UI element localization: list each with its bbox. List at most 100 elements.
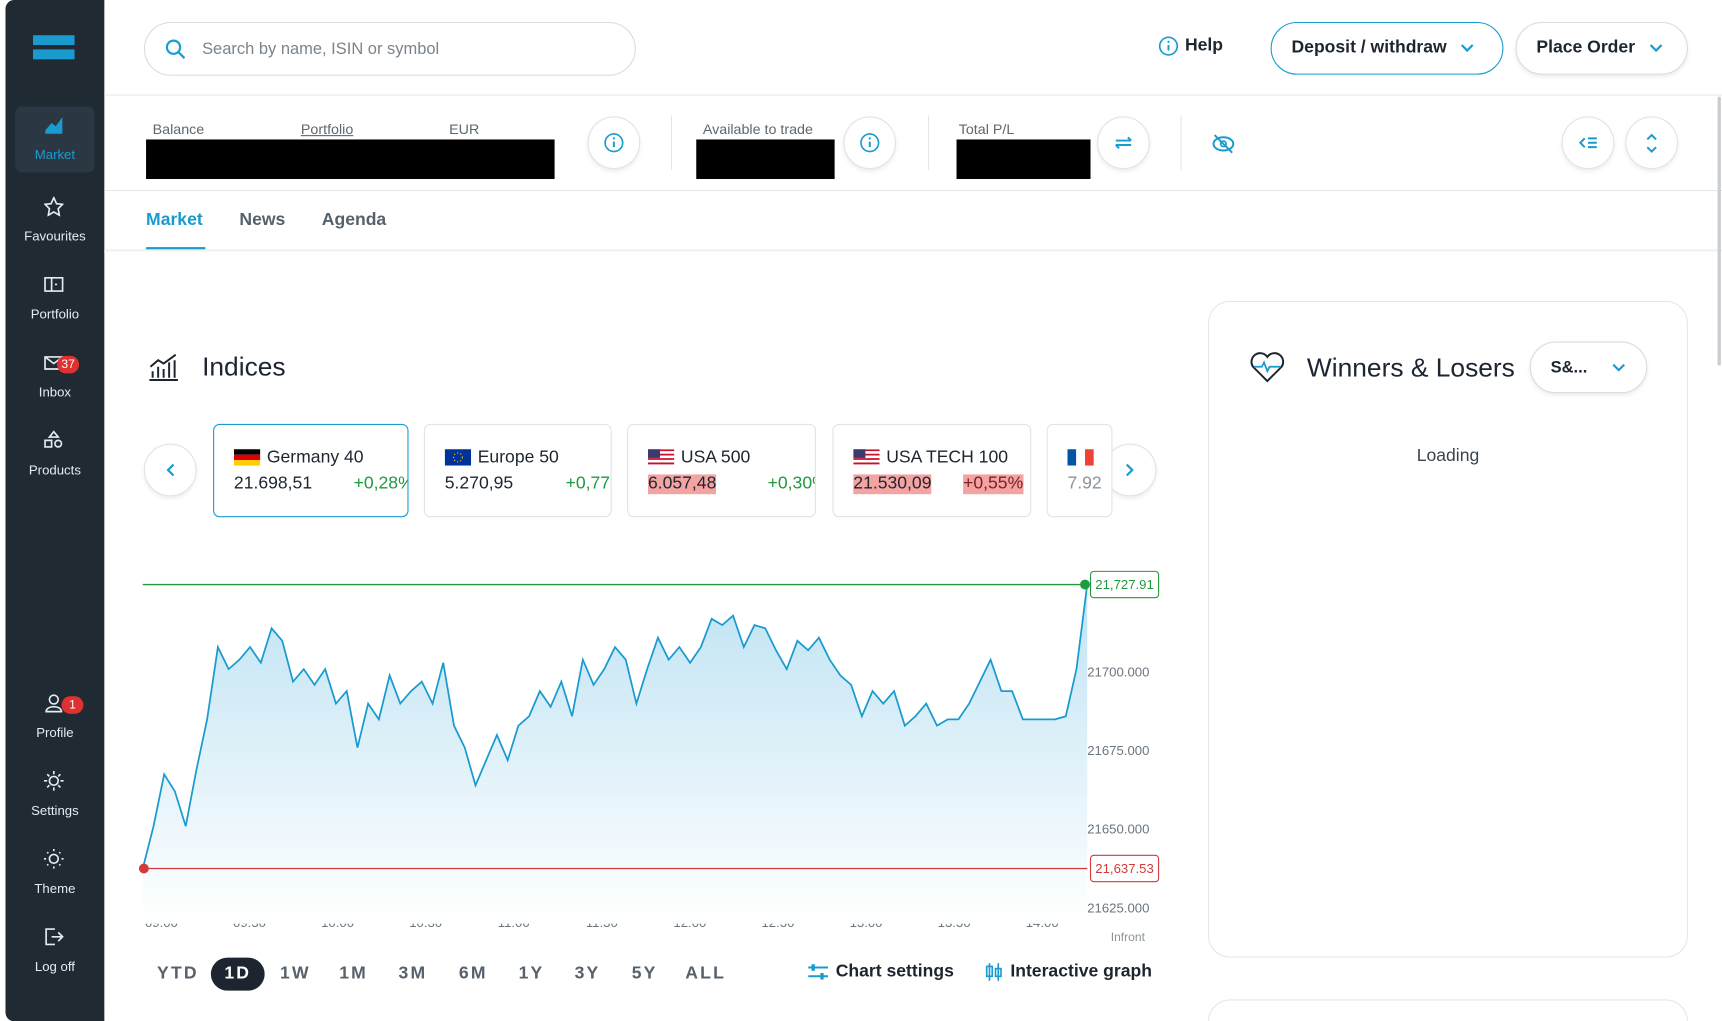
info-icon [604, 133, 624, 153]
flag [853, 449, 880, 471]
nav-icon[interactable] [44, 927, 64, 947]
deposit-text: Deposit / withdraw [1291, 38, 1447, 58]
search-icon [165, 38, 186, 59]
interactive-graph-button[interactable]: Interactive graph [984, 962, 1152, 982]
nav-icon[interactable] [44, 693, 64, 713]
range-option[interactable]: 1D [210, 957, 265, 991]
info-icon [860, 133, 880, 153]
tab-active[interactable]: Market [146, 210, 203, 230]
flag-icon [1067, 449, 1094, 466]
range-option[interactable]: 6M [458, 964, 488, 983]
heart-icon [1250, 352, 1285, 383]
nav-label[interactable]: Inbox [38, 384, 72, 400]
place-order-text: Place Order [1536, 38, 1636, 58]
active-item-bg [15, 106, 95, 173]
list-icon [1578, 137, 1597, 149]
swap-icon [1115, 136, 1132, 149]
list-button[interactable] [1561, 116, 1615, 170]
index-card[interactable]: Europe 50 5.270,95 +0,77% [423, 423, 612, 518]
divider [104, 94, 1722, 96]
index-card[interactable]: Germany 40 21.698,51 +0,28% [213, 423, 409, 518]
y-tick-label: 21625.000 [1087, 900, 1149, 915]
index-card[interactable]: USA TECH 100 21.530,09 +0,55% [832, 423, 1032, 518]
low-label-box [1089, 854, 1160, 883]
info-button[interactable] [843, 116, 897, 170]
high-label-box [1089, 570, 1160, 599]
currency-label: EUR [449, 120, 480, 138]
range-option[interactable]: 1W [280, 964, 311, 983]
chart-settings-text: Chart settings [835, 962, 954, 981]
nav-label[interactable]: Profile [36, 724, 74, 741]
section-title: Indices [202, 352, 286, 383]
interactive-graph-text: Interactive graph [1010, 962, 1152, 981]
nav-icon[interactable] [43, 770, 64, 791]
prev-button[interactable] [143, 443, 197, 497]
nav-badge: 37 [57, 355, 80, 374]
flag-icon [647, 449, 675, 466]
range-option[interactable]: 5Y [631, 964, 658, 983]
range-option[interactable]: 3M [398, 964, 428, 983]
logo[interactable] [32, 35, 75, 64]
icon [45, 694, 63, 713]
nav-label[interactable]: Log off [34, 958, 75, 975]
index-price: 7.92 [1067, 474, 1102, 494]
high-dot [1080, 579, 1090, 590]
deposit-button[interactable]: Deposit / withdraw [1270, 21, 1504, 75]
range-option[interactable]: ALL [685, 964, 727, 983]
redacted-balance [146, 139, 555, 180]
flag-icon [853, 449, 880, 466]
index-change: +0,28% [353, 474, 409, 494]
nav-label[interactable]: Favourites [24, 228, 86, 244]
nav-icon[interactable] [44, 115, 64, 135]
index-card[interactable]: USA 500 6.057,48 +0,30% [627, 423, 816, 518]
portfolio-label[interactable]: Portfolio [300, 120, 354, 138]
source-label: Infront [1111, 930, 1146, 944]
range-option[interactable]: 1Y [518, 964, 545, 983]
nav-icon[interactable] [44, 275, 64, 295]
nav-label[interactable]: Settings [31, 802, 79, 819]
low-label: 21,637.53 [1095, 861, 1154, 876]
y-tick-label: 21650.000 [1087, 822, 1149, 837]
help-text: Help [1184, 36, 1224, 55]
swap-button[interactable] [1097, 116, 1150, 170]
nav-icon[interactable] [43, 848, 64, 869]
icon [44, 277, 64, 292]
index-change: +0,30% [767, 474, 815, 494]
nav-icon[interactable] [43, 195, 65, 217]
index-price: 6.057,48 [647, 474, 717, 495]
high-label: 21,727.91 [1095, 577, 1154, 592]
expand-icon [1646, 133, 1657, 153]
scrollbar[interactable] [1717, 96, 1721, 366]
nav-icon[interactable] [44, 430, 64, 450]
help-link[interactable]: Help [1158, 35, 1224, 57]
index-select[interactable]: S&... [1529, 341, 1648, 394]
flag-icon [444, 449, 472, 466]
index-change: +0,77% [565, 474, 611, 494]
info-button[interactable] [587, 116, 641, 170]
range-option[interactable]: 1M [339, 964, 369, 983]
nav-badge: 1 [61, 696, 84, 714]
tab[interactable]: Agenda [321, 210, 387, 230]
range-option[interactable]: YTD [157, 964, 199, 983]
balance-label: Balance [152, 120, 205, 138]
nav-label[interactable]: Portfolio [30, 306, 80, 322]
low-dot [138, 863, 149, 874]
range-option[interactable]: 3Y [574, 964, 601, 983]
chart-settings-button[interactable]: Chart settings [807, 962, 954, 982]
nav-label[interactable]: Products [28, 462, 81, 478]
tab-underline [146, 247, 206, 251]
expand-button[interactable] [1625, 116, 1679, 170]
index-card[interactable]: 7.92 [1046, 423, 1113, 518]
chevron [1461, 44, 1474, 53]
hide-icon[interactable] [1210, 131, 1236, 157]
search-box[interactable]: Search by name, ISIN or symbol [143, 21, 636, 76]
place-order-button[interactable]: Place Order [1515, 21, 1688, 75]
tab[interactable]: News [239, 210, 286, 230]
nav-label[interactable]: Market [34, 147, 76, 163]
nav-label[interactable]: Theme [34, 880, 76, 897]
index-price: 21.530,09 [853, 474, 932, 495]
chevron-right [1125, 463, 1134, 477]
icon [43, 195, 65, 217]
